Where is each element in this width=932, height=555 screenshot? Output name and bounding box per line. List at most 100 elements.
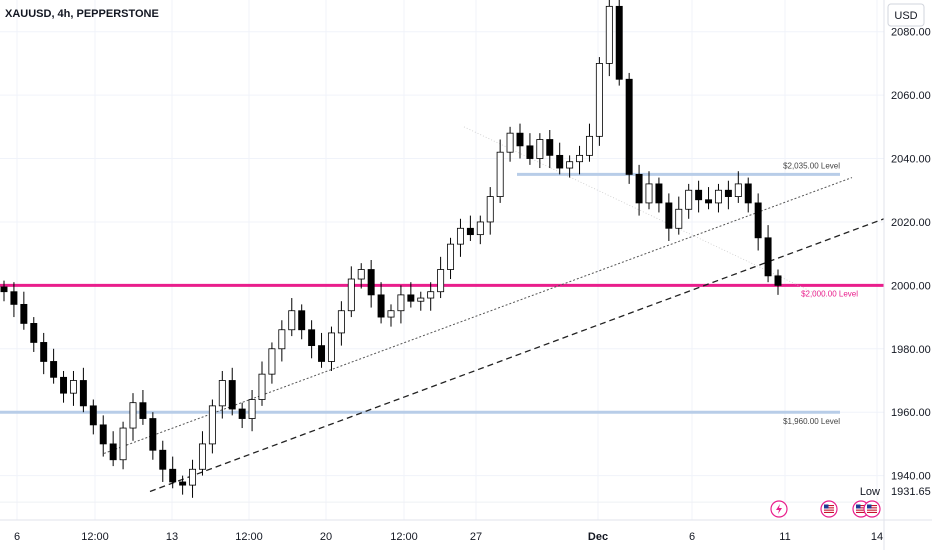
candle-up [387,310,395,318]
candle-down [377,294,385,318]
candle-up [119,427,127,461]
currency-box[interactable] [887,3,925,27]
candle-down [89,405,97,426]
candle-up [248,399,256,419]
candle-up [486,196,494,223]
price-tick-label: 1940.00 [891,471,931,483]
candle-down [40,342,48,362]
candle-down [655,183,663,204]
level-label: $2,035.00 Level [783,161,840,170]
candle-up [675,208,683,229]
us-flag-icon-stripe [824,507,834,509]
candle-down [774,275,782,286]
candle-up [218,380,226,407]
price-tick-label: 2040.00 [891,154,931,166]
us-flag-icon-stripe [867,509,877,511]
candle-down [556,154,564,169]
time-tick-label: 27 [470,531,482,543]
candle-down [20,303,28,324]
candle-up [566,161,574,169]
us-flag-icon-canton [856,504,861,509]
candle-up [129,402,137,429]
candle-down [744,183,752,204]
candles [0,0,782,498]
us-flag-icon[interactable] [820,500,838,518]
candle-down [546,139,554,156]
time-tick-label: 13 [166,531,178,543]
candle-up [714,189,722,204]
us-flag-icon-stripe [867,511,877,513]
candle-down [705,199,713,204]
time-tick-label: Dec [588,531,608,543]
candle-up [208,405,216,445]
candle-up [357,269,365,280]
time-tick-label: 6 [689,531,695,543]
candle-down [665,202,673,229]
candle-down [695,189,703,201]
us-flag-icon-canton [867,504,872,509]
us-flag-icon-stripe [856,507,866,509]
us-flag-icon-stripe [824,505,834,507]
candle-down [10,291,18,305]
candle-down [367,269,375,296]
candle-down [238,408,246,419]
candle-down [228,380,236,410]
candle-down [754,202,762,239]
candle-up [347,278,355,312]
us-flag-icon-circle [820,500,838,518]
candle-down [179,481,187,486]
level-label: $2,000.00 Level [801,289,858,298]
us-flag-icon[interactable] [863,500,881,518]
event-icons[interactable] [770,500,881,518]
price-tick-label: 2060.00 [891,90,931,102]
candle-down [318,345,326,362]
time-tick-label: 12:00 [390,531,418,543]
candle-down [60,376,68,394]
us-flag-icon-stripe [856,511,866,513]
candle-up [496,151,504,197]
candle-up [576,154,584,163]
candle-up [585,135,593,156]
time-tick-label: 12:00 [235,531,263,543]
candle-down [764,237,772,277]
lightning-icon[interactable] [770,500,788,518]
candle-up [456,227,464,245]
candle-up [437,269,445,293]
currency-label[interactable]: USD [894,10,917,22]
candle-up [69,380,77,394]
grid [0,0,884,520]
candle-down [79,380,87,407]
candle-down [466,227,474,236]
candle-up [189,468,197,486]
candle-up [447,243,455,270]
candle-down [50,361,58,378]
candle-up [258,373,266,400]
symbol-title: XAUUSD, 4h, PEPPERSTONE [5,8,159,20]
us-flag-icon-stripe [824,509,834,511]
candle-down [169,468,177,483]
candle-up [645,183,653,204]
trendline-dotted [103,177,853,454]
candle-down [308,329,316,347]
candle-up [476,221,484,236]
candle-up [734,183,742,197]
time-tick-label: 20 [320,531,332,543]
candle-down [298,310,306,331]
us-flag-icon-circle [863,500,881,518]
us-flag-icon-stripe [867,507,877,509]
candle-up [417,297,425,302]
time-tick-label: 11 [779,531,790,543]
candle-down [516,132,524,147]
candle-down [615,5,623,80]
candle-down [109,443,117,461]
candle-up [536,139,544,159]
us-flag-icon-stripe [824,511,834,513]
price-tick-label: 1960.00 [891,407,931,419]
candle-down [0,286,8,293]
us-flag-icon-stripe [867,505,877,507]
price-tick-label: 2000.00 [891,280,931,292]
candle-up [605,5,613,64]
low-value: 1931.65 [891,486,931,498]
